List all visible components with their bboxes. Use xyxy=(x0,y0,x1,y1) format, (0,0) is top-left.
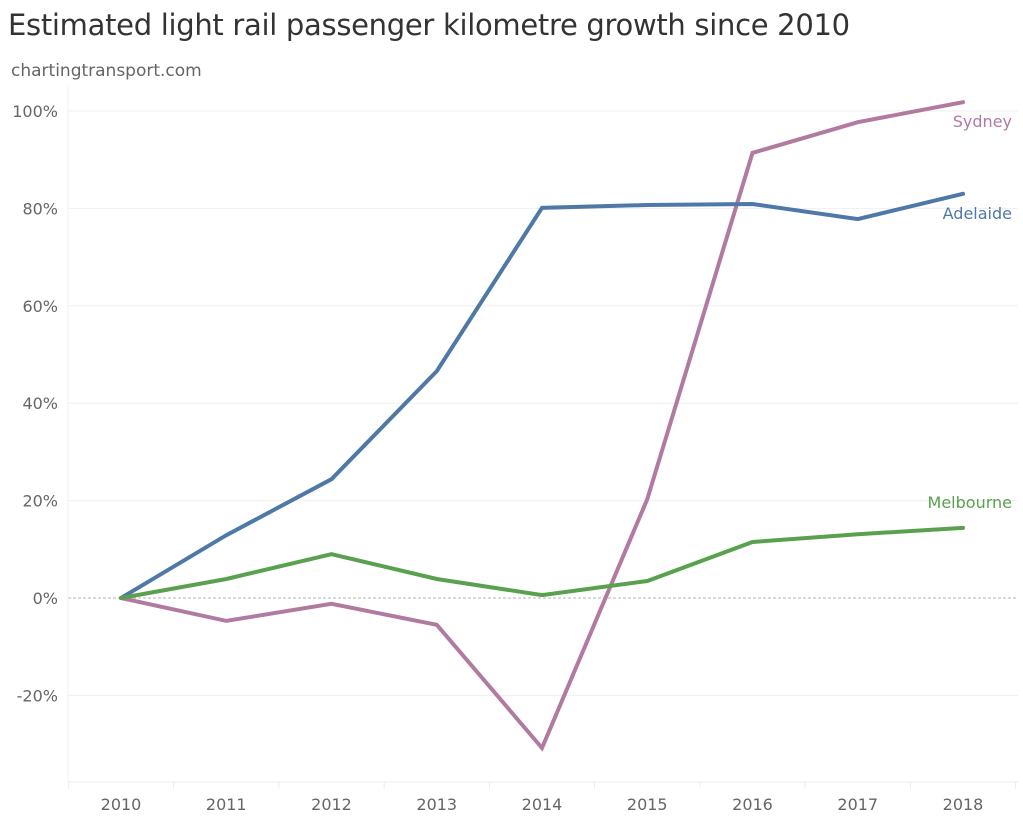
x-tick-label: 2016 xyxy=(732,795,773,814)
axes xyxy=(67,85,1018,783)
y-tick-label: 80% xyxy=(22,199,58,218)
series-label-melbourne: Melbourne xyxy=(928,493,1012,512)
series-label-adelaide: Adelaide xyxy=(943,204,1012,223)
series-line-adelaide xyxy=(119,191,965,600)
series-label-sydney: Sydney xyxy=(953,112,1012,131)
x-tick-label: 2011 xyxy=(206,795,247,814)
x-axis-ticks: 2010 2011 2012 2013 2014 2015 2016 2017 2018 xyxy=(67,782,1017,814)
x-tick-label: 2014 xyxy=(522,795,563,814)
y-tick-label: 100% xyxy=(12,102,58,121)
chart-subtitle: chartingtransport.com xyxy=(11,61,202,81)
series-line-sydney xyxy=(119,100,965,752)
y-tick-label: 0% xyxy=(33,589,58,608)
x-tick-label: 2015 xyxy=(627,795,668,814)
series-labels: Sydney Adelaide Melbourne xyxy=(928,112,1012,512)
y-axis-ticks: 100% 80% 60% 40% 20% 0% -20% xyxy=(12,102,58,705)
series-line-melbourne xyxy=(119,525,965,600)
series-lines xyxy=(119,100,965,752)
x-tick-label: 2013 xyxy=(416,795,457,814)
chart-title: Estimated light rail passenger kilometre… xyxy=(8,8,850,42)
x-tick-label: 2012 xyxy=(311,795,352,814)
x-tick-label: 2017 xyxy=(837,795,878,814)
y-tick-label: 60% xyxy=(22,297,58,316)
gridlines xyxy=(68,110,1018,696)
y-tick-label: 20% xyxy=(22,492,58,511)
x-tick-label: 2018 xyxy=(943,795,984,814)
y-tick-label: 40% xyxy=(22,394,58,413)
x-tick-label: 2010 xyxy=(101,795,142,814)
y-tick-label: -20% xyxy=(17,686,58,705)
